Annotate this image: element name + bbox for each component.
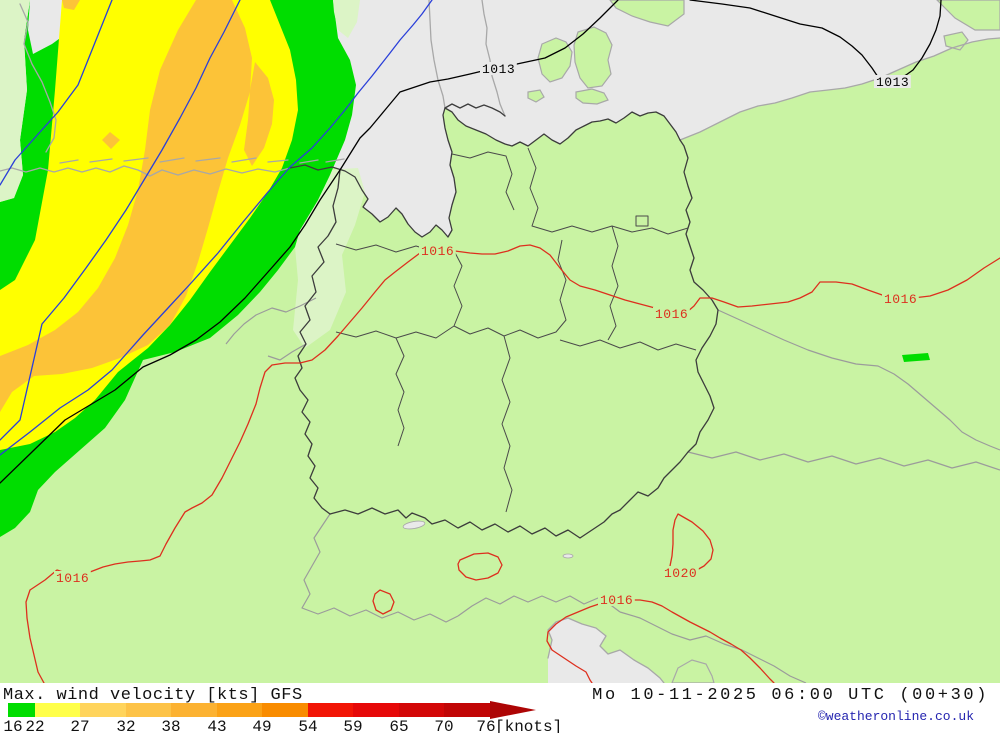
scale-tick-labels: 16 22 27 32 38 43 49 54 59 65 70 76: [0, 718, 1000, 733]
scale-segment-54: [308, 703, 353, 717]
isobar-red-loop-2: [457, 552, 503, 581]
scale-tick: 76: [476, 718, 496, 733]
isobar-label-bg: [653, 307, 690, 320]
isobar-label-bg: [874, 75, 911, 88]
isobar-blue-b: [0, 0, 241, 441]
isobar-1013-a: [0, 0, 619, 484]
isobar-label: 1013: [482, 62, 515, 77]
scale-tick: 38: [161, 718, 181, 733]
scale-tick: 70: [434, 718, 454, 733]
scale-tick: 32: [116, 718, 136, 733]
scale-segment-59: [353, 703, 399, 717]
isobar-label-bg: [598, 593, 635, 606]
wind-overlay-layer: [0, 0, 360, 537]
scale-tick: 43: [207, 718, 227, 733]
wind-area-32kts-topbit: [62, 0, 80, 10]
isobar-1013-b: [689, 0, 942, 81]
scale-segment-38: [171, 703, 217, 717]
isobar-label-bg: [419, 244, 456, 257]
isobar-label: 1016: [884, 292, 917, 307]
isobar-labels-layer: 1013 1013 1016 1016 1016 1016 1016 1020: [54, 62, 919, 608]
germany-border-layer: [289, 103, 719, 539]
scale-segment-65: [399, 703, 444, 717]
wind-area-32kts-finger: [244, 62, 274, 166]
lakes-layer: [402, 520, 574, 559]
scale-segment-43: [217, 703, 262, 717]
isobar-blue-c: [0, 0, 433, 456]
isobar-label: 1020: [664, 566, 697, 581]
scale-segment-16: [8, 703, 35, 717]
wind-pale-corner: [333, 0, 360, 38]
scale-tick: 54: [298, 718, 318, 733]
isobar-label-bg: [480, 62, 517, 75]
pale-lowlands: [293, 168, 365, 348]
scale-segment-70: [444, 703, 490, 717]
state-borders-layer: [335, 147, 697, 513]
isobar-label: 1016: [655, 307, 688, 322]
isobar-label-bg: [54, 571, 91, 584]
scale-tick: 22: [25, 718, 45, 733]
islands-layer: [527, 0, 1000, 683]
copyright-link[interactable]: ©weatheronline.co.uk: [817, 709, 974, 724]
isobar-red-loop-1: [372, 589, 395, 615]
isobar-label-bg: [882, 292, 919, 305]
isobar-label: 1013: [876, 75, 909, 90]
wind-color-scale: [8, 703, 490, 717]
isobar-label: 1016: [600, 593, 633, 608]
legend-strip: Max. wind velocity [kts] GFS Mo 10-11-20…: [0, 683, 1000, 733]
legend-title: Max. wind velocity [kts] GFS: [3, 686, 303, 705]
scale-tick: 49: [252, 718, 272, 733]
scale-tick: 16: [3, 718, 23, 733]
isobar-label: 1016: [56, 571, 89, 586]
wind-area-32kts-spot: [102, 132, 120, 149]
wind-pale-strip: [0, 0, 30, 202]
forecast-datetime: Mo 10-11-2025 06:00 UTC (00+30): [592, 686, 989, 705]
isobar-label: 1016: [421, 244, 454, 259]
scale-segment-27: [80, 703, 126, 717]
scale-segment-32: [126, 703, 171, 717]
weather-map: 1013 1013 1016 1016 1016 1016 1016 1020: [0, 0, 1000, 683]
scale-tick: 27: [70, 718, 90, 733]
isobar-blue-a: [0, 0, 113, 186]
scale-arrow: [490, 701, 536, 719]
scale-tick: 59: [343, 718, 363, 733]
isobar-label-bg: [662, 566, 699, 579]
scale-unit-label: [knots]: [495, 718, 563, 733]
wind-area-32kts: [0, 0, 252, 412]
scale-segment-49: [262, 703, 308, 717]
coastline-layer: [0, 0, 1000, 683]
scale-segment-22: [35, 703, 80, 717]
scale-tick: 65: [389, 718, 409, 733]
